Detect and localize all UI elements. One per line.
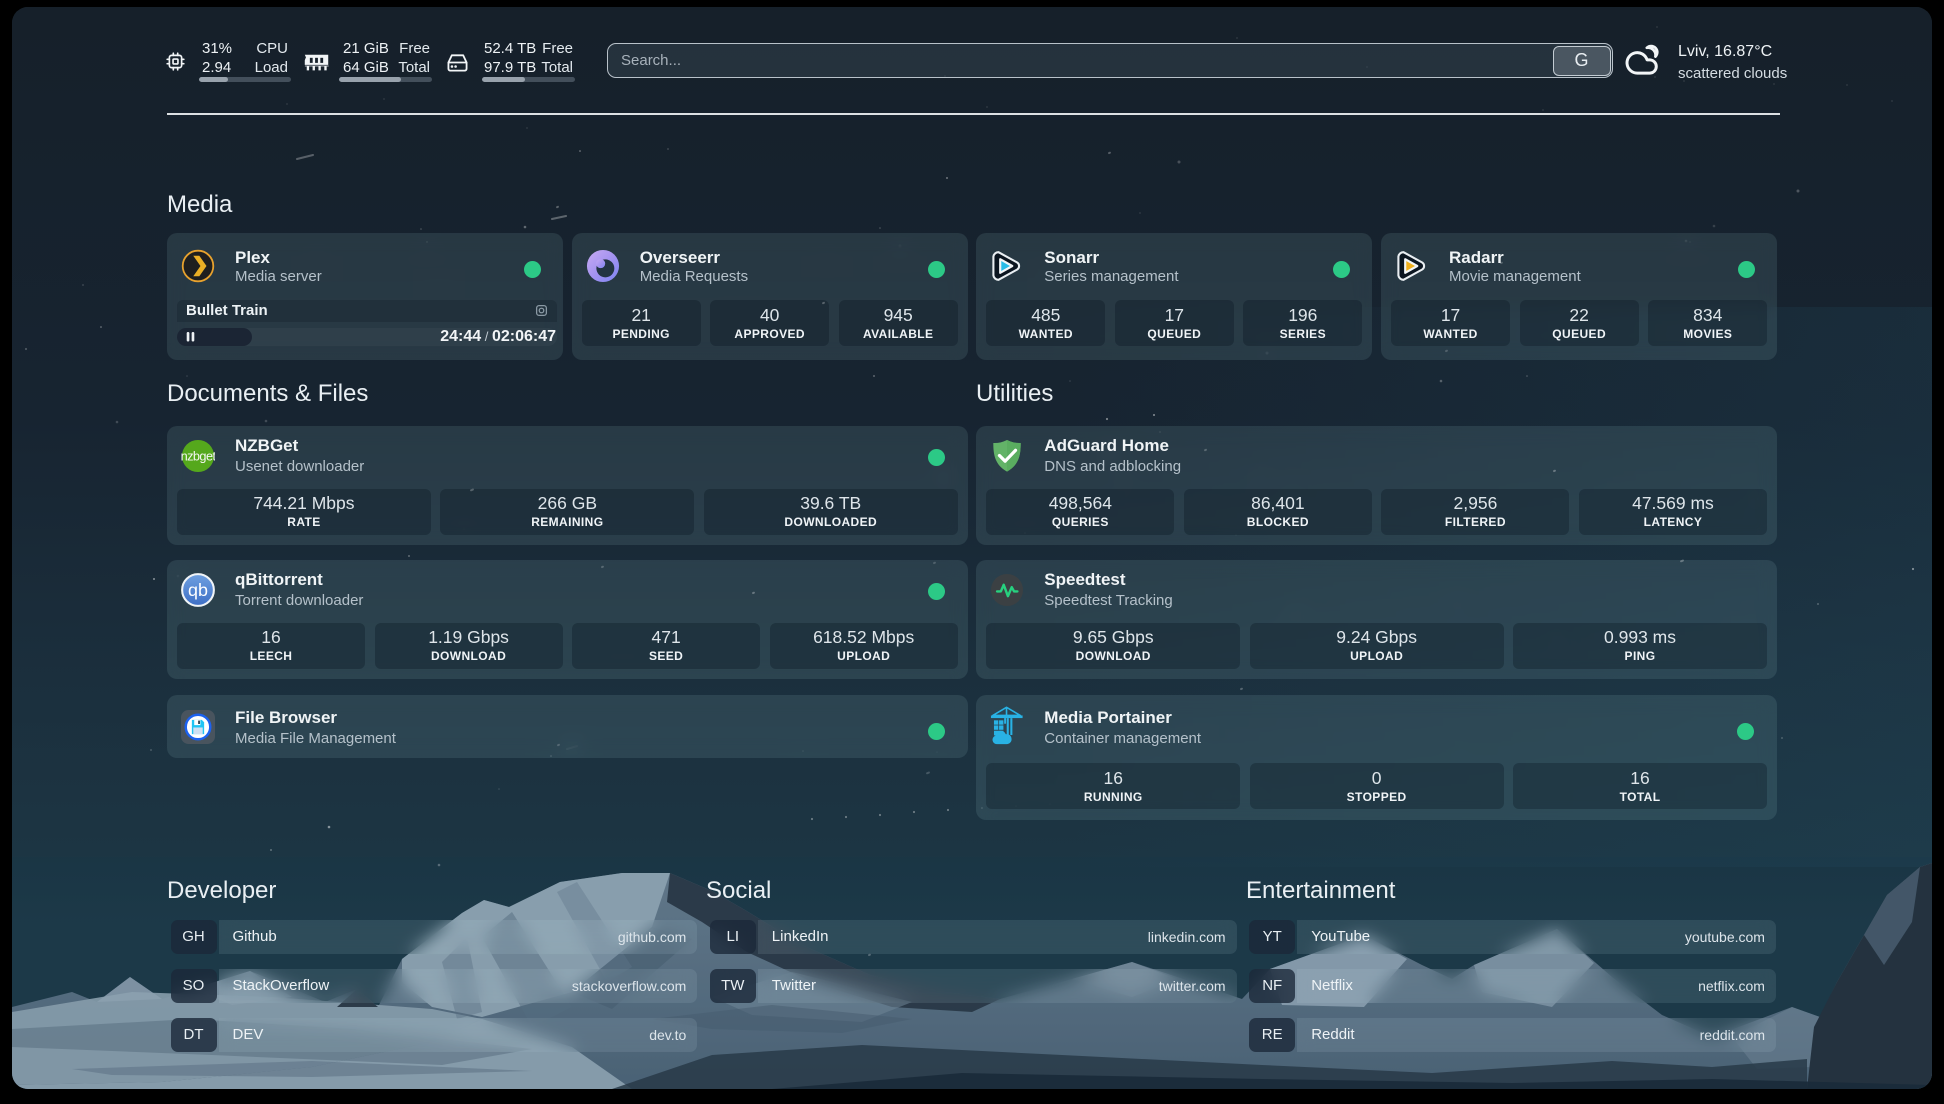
svg-text:qb: qb bbox=[188, 580, 208, 600]
svg-text:nzbget: nzbget bbox=[181, 448, 215, 463]
